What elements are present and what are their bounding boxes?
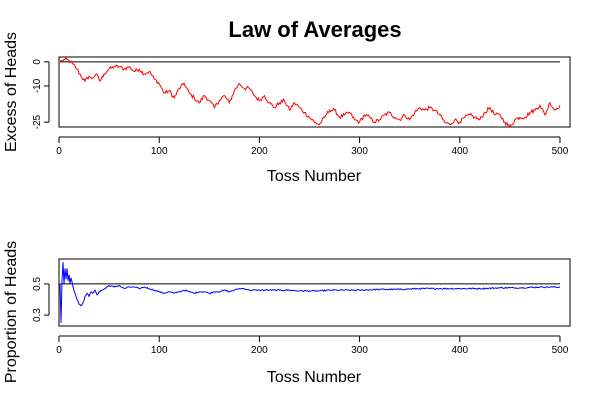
x-tick-label: 400 xyxy=(451,146,468,157)
chart-title: Law of Averages xyxy=(228,17,401,42)
x-tick-label: 100 xyxy=(151,345,168,356)
y-tick-label: 0 xyxy=(32,59,43,65)
panel-proportion-of-heads: 0 100 200 300 400 500 0.5 0.3 Toss Number Prop… xyxy=(3,241,571,386)
x-axis-label-proportion: Toss Number xyxy=(267,369,362,386)
x-tick-label: 0 xyxy=(56,146,62,157)
y-tick-label: -25 xyxy=(32,115,43,130)
y-tick-label: 0.5 xyxy=(32,277,43,291)
panel-excess-of-heads: 0 100 200 300 400 500 0 -10 -25 Toss Number Exc… xyxy=(3,32,571,185)
y-axis-proportion: 0.5 0.3 xyxy=(32,277,50,322)
y-axis-label-proportion: Proportion of Heads xyxy=(3,241,20,383)
series-line-0 xyxy=(59,262,561,323)
x-axis-excess: 0 100 200 300 400 500 xyxy=(56,136,569,157)
x-tick-label: 500 xyxy=(552,345,569,356)
x-tick-label: 0 xyxy=(56,345,62,356)
x-axis-proportion: 0 100 200 300 400 500 xyxy=(56,335,569,356)
plot-frame-proportion xyxy=(58,258,571,327)
x-tick-label: 100 xyxy=(151,146,168,157)
series-group-proportion xyxy=(59,262,561,323)
x-axis-label-excess: Toss Number xyxy=(267,168,362,185)
x-tick-label: 400 xyxy=(451,345,468,356)
y-tick-label: 0.3 xyxy=(32,308,43,322)
y-axis-excess: 0 -10 -25 xyxy=(32,59,50,130)
x-tick-label: 500 xyxy=(552,146,569,157)
series-group-excess xyxy=(59,56,561,129)
plot-frame-excess xyxy=(58,56,571,128)
series-line-0 xyxy=(59,56,561,129)
y-tick-label: -10 xyxy=(32,78,43,93)
x-tick-label: 200 xyxy=(251,345,268,356)
x-tick-label: 200 xyxy=(251,146,268,157)
y-axis-label-excess: Excess of Heads xyxy=(3,32,20,152)
x-tick-label: 300 xyxy=(351,345,368,356)
x-tick-label: 300 xyxy=(351,146,368,157)
